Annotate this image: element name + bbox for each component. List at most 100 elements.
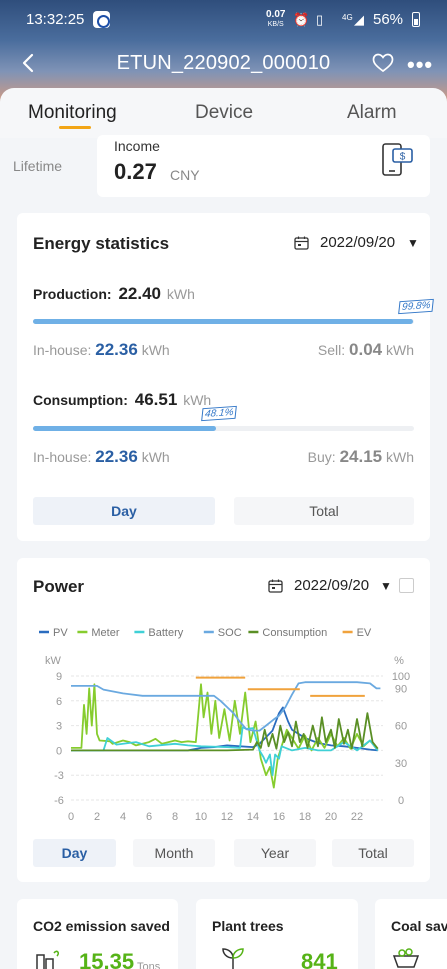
production-percent-tag: 99.8%	[398, 298, 435, 315]
consumption-unit: kWh	[183, 392, 212, 408]
production-label: Production:	[33, 286, 112, 302]
battery-icon	[412, 12, 420, 27]
production-unit: kWh	[166, 286, 195, 302]
co2-saved-unit: Tons	[137, 961, 161, 969]
x-tick: 20	[325, 811, 337, 823]
legend-label-consumption: Consumption	[262, 627, 327, 639]
legend-label-battery: Battery	[148, 627, 183, 639]
production-inhouse: In-house: 22.36 kWh	[33, 340, 170, 359]
device-title: ETUN_220902_000010	[116, 52, 331, 74]
y-left-tick: 3	[56, 721, 62, 733]
alarm-clock-icon: ⏰	[293, 12, 310, 27]
status-bar: 13:32:25 0.07 KB/S ⏰ ▯ 4G ◢ 56%	[0, 0, 447, 40]
y-left-unit: kW	[45, 655, 62, 667]
status-time: 13:32:25	[26, 11, 85, 28]
consumption-bar-fill	[33, 426, 217, 431]
production-bar	[33, 319, 414, 324]
power-date[interactable]: 2022/09/20	[294, 577, 370, 594]
x-tick: 22	[351, 811, 363, 823]
income-value: 0.27	[114, 159, 157, 184]
chevron-down-icon[interactable]: ▼	[407, 236, 419, 250]
network-type: 4G	[342, 13, 353, 22]
series-meter-line	[71, 683, 378, 789]
income-unit: CNY	[170, 167, 200, 183]
app-notification-icon	[93, 11, 110, 28]
production-inhouse-value: 22.36	[95, 340, 138, 359]
y-left-tick: -6	[54, 795, 64, 807]
energy-statistics-card: Energy statistics 2022/09/20 ▼ Productio…	[17, 213, 435, 541]
lifetime-label: Lifetime	[13, 158, 63, 174]
power-day-button[interactable]: Day	[33, 839, 116, 867]
x-tick: 14	[247, 811, 259, 823]
calendar-icon[interactable]	[268, 579, 283, 593]
y-left-tick: 6	[56, 696, 62, 708]
factory-icon	[36, 950, 60, 969]
phone-payment-icon: $	[382, 143, 413, 176]
coal-saved-title: Coal saved	[391, 918, 447, 934]
production-bar-fill	[33, 319, 414, 324]
svg-text:$: $	[400, 152, 406, 163]
coal-cart-icon	[392, 948, 420, 968]
series-battery-line	[71, 726, 379, 777]
x-tick: 8	[172, 811, 178, 823]
energy-day-button[interactable]: Day	[33, 497, 215, 525]
energy-total-button[interactable]: Total	[234, 497, 414, 525]
consumption-value: 46.51	[134, 390, 178, 409]
y-left-tick: 9	[56, 671, 62, 683]
battery-percent: 56%	[373, 11, 404, 28]
production-row: Production: 22.40 kWh	[33, 284, 195, 304]
power-title: Power	[33, 577, 85, 596]
more-icon[interactable]: •••	[407, 52, 434, 77]
production-value: 22.40	[118, 284, 161, 303]
coal-saved-card[interactable]: Coal saved	[375, 899, 447, 969]
tab-device[interactable]: Device	[195, 102, 254, 123]
active-tab-indicator	[59, 126, 91, 129]
x-tick: 0	[68, 811, 74, 823]
x-tick: 6	[146, 811, 152, 823]
power-year-button[interactable]: Year	[234, 839, 316, 867]
fullscreen-icon[interactable]	[399, 578, 414, 593]
consumption-bar	[33, 426, 414, 431]
back-arrow-icon[interactable]	[18, 52, 40, 74]
consumption-row: Consumption: 46.51 kWh	[33, 390, 211, 410]
signal-icon: ◢	[354, 12, 364, 27]
plant-trees-title: Plant trees	[212, 918, 284, 934]
co2-saved-title: CO2 emission saved	[33, 918, 170, 934]
co2-saved-value: 15.35	[79, 949, 135, 969]
net-speed: 0.07 KB/S	[266, 9, 286, 29]
legend-label-pv: PV	[53, 627, 68, 639]
series-consumption-line	[71, 712, 379, 752]
consumption-buy: Buy: 24.15 kWh	[307, 447, 414, 466]
production-sell-value: 0.04	[349, 340, 383, 359]
consumption-inhouse-value: 22.36	[95, 447, 138, 466]
income-card[interactable]: Income 0.27 CNY $	[97, 135, 430, 197]
x-tick: 4	[120, 811, 126, 823]
consumption-label: Consumption:	[33, 392, 128, 408]
tab-bar: Monitoring Device Alarm	[0, 88, 447, 138]
legend-label-soc: SOC	[218, 627, 242, 639]
series-soc-line	[71, 681, 381, 732]
chevron-down-icon[interactable]: ▼	[380, 579, 392, 593]
series-pv-line	[71, 706, 378, 752]
y-right-tick: 0	[398, 795, 404, 807]
power-card: Power 2022/09/20 ▼ PV Meter Battery SOC Cons…	[17, 558, 430, 882]
y-right-tick: 100	[392, 671, 410, 683]
app-header: ETUN_220902_000010 •••	[0, 42, 447, 86]
co2-saved-card[interactable]: CO2 emission saved 15.35 Tons	[17, 899, 178, 969]
power-month-button[interactable]: Month	[133, 839, 215, 867]
heart-icon[interactable]	[372, 53, 394, 73]
vibrate-icon: ▯	[316, 12, 324, 27]
tab-monitoring[interactable]: Monitoring	[28, 102, 117, 123]
y-right-tick: 90	[395, 683, 407, 695]
y-left-tick: -3	[54, 770, 64, 782]
consumption-buy-value: 24.15	[339, 447, 383, 466]
energy-statistics-title: Energy statistics	[33, 234, 170, 253]
power-total-button[interactable]: Total	[332, 839, 414, 867]
consumption-percent-tag: 48.1%	[201, 405, 238, 422]
legend-label-meter: Meter	[91, 627, 119, 639]
calendar-icon[interactable]	[294, 236, 309, 250]
plant-trees-card[interactable]: Plant trees 841	[196, 899, 358, 969]
energy-date[interactable]: 2022/09/20	[320, 234, 396, 251]
tab-alarm[interactable]: Alarm	[347, 102, 397, 123]
